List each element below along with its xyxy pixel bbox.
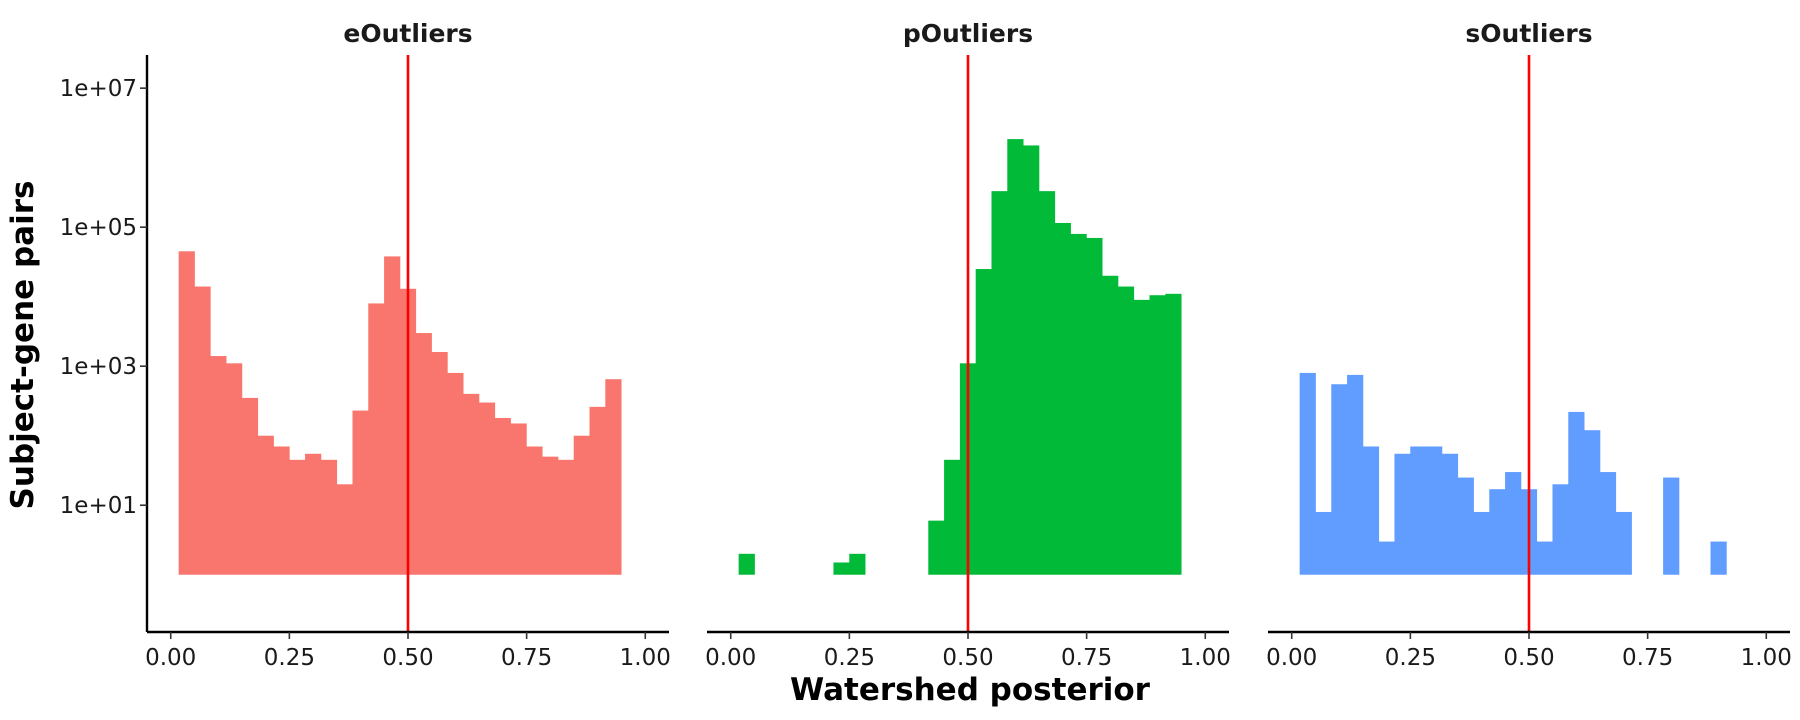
histogram-bar [1054,222,1071,575]
histogram-bar [1299,372,1316,575]
x-axis-title: Watershed posterior [790,672,1151,708]
histogram-bar [1086,237,1103,575]
histogram-bar [1133,299,1150,575]
histogram-bar [415,333,432,575]
x-tick-label: 0.25 [824,645,875,671]
histogram-bar [1615,511,1632,575]
histogram-bar [557,459,575,575]
histogram-bar [226,363,243,575]
histogram-bar [305,453,322,575]
histogram-bar [336,484,353,575]
panel-title: eOutliers [343,19,472,48]
histogram-bar [194,286,211,575]
histogram-bar [384,256,401,575]
y-tick-label: 1e+01 [60,493,137,519]
y-tick-label: 1e+03 [60,354,137,380]
histogram-bar [1457,477,1474,575]
histogram-bar [241,397,259,575]
histogram-bar [1362,446,1380,575]
x-tick-label: 1.00 [1180,645,1231,671]
histogram-bar [1441,453,1459,575]
histogram-bar [1710,541,1727,575]
histogram-bar [573,435,590,575]
histogram-bar [975,269,992,575]
histogram-bar [1315,511,1332,575]
histogram-bar [991,191,1008,575]
histogram-bar [1378,541,1395,575]
histogram-bar [1149,295,1166,575]
panel-title: sOutliers [1465,19,1592,48]
histogram-bar [1347,374,1364,575]
histogram-bar [447,372,464,575]
histogram-bar [463,393,480,575]
y-tick-label: 1e+05 [60,215,137,241]
histogram-bar [589,406,606,575]
histogram-bar [1426,446,1443,575]
histogram-bar [928,520,945,575]
x-tick-label: 0.50 [942,645,993,671]
histogram-bar [1331,384,1348,575]
histogram-bar [1165,293,1182,575]
x-tick-label: 0.25 [264,645,315,671]
histogram-bar [178,251,195,575]
histogram-bar [431,352,448,575]
x-tick-label: 0.25 [1385,645,1436,671]
histogram-bar [478,402,496,575]
histogram-bar [289,459,306,575]
histogram-bar [1536,541,1553,575]
histogram-bar [738,553,755,575]
y-tick-label: 1e+07 [60,76,137,102]
x-tick-label: 0.75 [1622,645,1673,671]
histogram-bar [1473,511,1490,575]
x-tick-label: 0.00 [1266,645,1317,671]
y-axis-title: Subject-gene pairs [5,181,41,510]
histogram-bar [210,356,227,575]
panel-title: pOutliers [903,19,1033,48]
histogram-bar [273,446,290,575]
histogram-bar [833,562,850,575]
histogram-bar [1663,477,1680,575]
x-tick-label: 0.00 [145,645,196,671]
histogram-bar [368,303,385,575]
x-tick-label: 0.75 [1061,645,1112,671]
histogram-bar [1007,139,1024,575]
histogram-bar [352,410,369,575]
x-tick-label: 0.00 [705,645,756,671]
x-tick-label: 0.75 [501,645,552,671]
histogram-bar [1394,453,1411,575]
histogram-bar [1489,489,1506,575]
histogram-bar [320,459,338,575]
histogram-bar [944,459,961,575]
histogram-bar [1070,233,1087,575]
histogram-bar [526,446,543,575]
histogram-bar [494,417,511,575]
histogram-bar [1023,145,1040,575]
x-tick-label: 0.50 [1503,645,1554,671]
x-tick-label: 0.50 [382,645,433,671]
x-tick-label: 1.00 [1741,645,1792,671]
histogram-bar [1505,472,1522,575]
histogram-bar [1584,430,1601,575]
histogram-bar [1117,286,1135,575]
x-tick-label: 1.00 [620,645,671,671]
histogram-bar [1410,446,1427,575]
histogram-bar [1038,191,1056,575]
histogram-bar [849,553,866,575]
histogram-bar [542,456,559,575]
histogram-bar [605,379,622,575]
histogram-bar [510,423,527,575]
histogram-bar [1102,275,1119,575]
histogram-bar [257,435,274,575]
histogram-bar [1552,484,1569,575]
histogram-bar [1599,472,1617,575]
histogram-bar [1568,411,1585,575]
